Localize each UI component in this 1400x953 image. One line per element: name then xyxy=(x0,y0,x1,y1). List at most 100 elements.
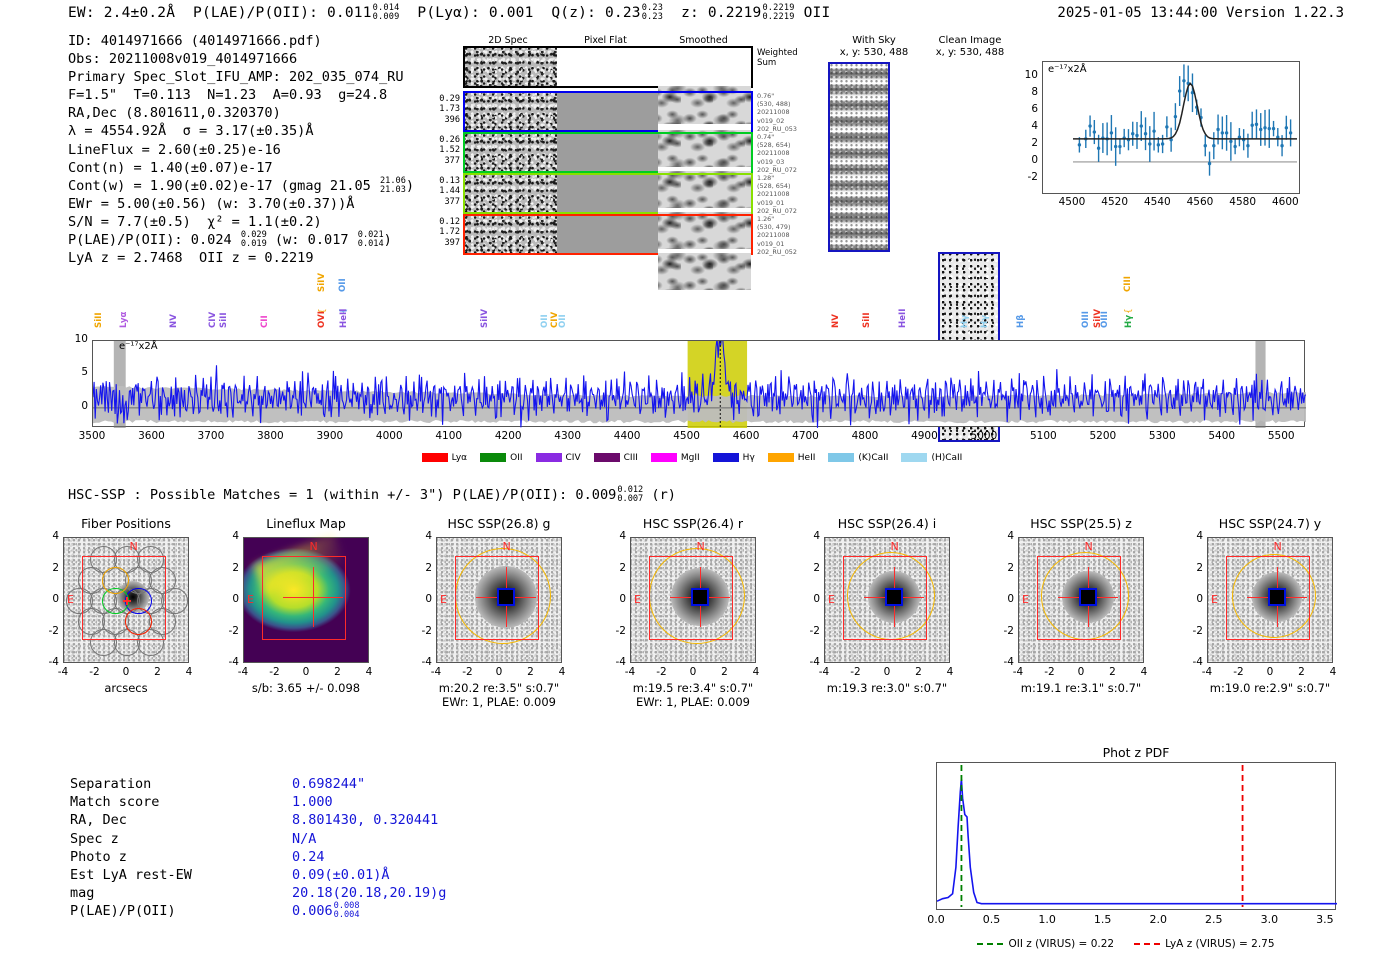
spectrum-xtick: 4200 xyxy=(494,430,522,442)
row-value: 1.52 xyxy=(439,145,460,156)
cutout-ytick: 0 xyxy=(52,593,59,605)
spectrum-xtick: 4600 xyxy=(732,430,760,442)
cutout-xtick: 4 xyxy=(558,666,566,678)
photz-xtick: 1.5 xyxy=(1093,913,1112,926)
cutout-xtick: 0 xyxy=(302,666,310,678)
row-value: 377 xyxy=(444,196,460,207)
cutout-xtick: 0 xyxy=(1077,666,1085,678)
cutout-title: HSC SSP(26.4) r xyxy=(642,516,744,531)
line-fit-chart: e⁻¹⁷x2Å xyxy=(1042,61,1300,194)
legend-swatch xyxy=(593,453,620,462)
cutout-xtick: 0 xyxy=(689,666,697,678)
spectrum-xtick: 4700 xyxy=(792,430,819,442)
row-meta-line: 20211008 xyxy=(757,108,790,117)
row-meta: 1.28" (528, 654) 20211008 v019_01 202_RU_072 xyxy=(757,174,819,215)
cutout-xtick: 2 xyxy=(334,666,341,678)
row-value: 0.26 xyxy=(439,135,460,145)
emission-line-label: OII xyxy=(539,314,550,328)
legend-swatch xyxy=(712,453,739,462)
north-label: N xyxy=(1084,540,1093,553)
cutout-ytick: -2 xyxy=(809,624,820,637)
phot-z-plot xyxy=(937,765,1337,907)
cutout-ytick: 4 xyxy=(425,530,432,542)
header-qz-frac: 0.23 0.23 xyxy=(641,3,664,22)
cutout-ytick: 0 xyxy=(1196,593,1203,605)
row-meta-line: 1.28" xyxy=(757,174,775,182)
linefit-ytick: 4 xyxy=(1031,119,1038,132)
cutout-subtitle-2: EWr: 1, PLAE: 0.009 xyxy=(636,695,750,709)
legend-label: Hγ xyxy=(742,452,755,463)
cutout-xtick: -4 xyxy=(57,666,69,678)
info-redshifts: LyA z = 2.7468 OII z = 0.2219 xyxy=(68,250,314,267)
cutout-ytick: -4 xyxy=(1192,656,1203,668)
match-plae-frac: 0.008 0.004 xyxy=(333,901,360,921)
cutout-xtick: 0 xyxy=(122,666,130,678)
spectrum-xtick: 3600 xyxy=(138,430,165,442)
photz-legend-swatch xyxy=(977,943,1004,945)
line-fit-corner-label: e⁻¹⁷x2Å xyxy=(1048,64,1087,75)
emission-line-label: Hγ xyxy=(979,314,990,328)
linefit-xtick: 4580 xyxy=(1229,196,1257,208)
east-label: E xyxy=(1022,593,1029,607)
row-value: 0.12 xyxy=(439,217,460,227)
row-pixelflat-image xyxy=(557,134,658,171)
linefit-ytick: 10 xyxy=(1024,68,1038,81)
emission-line-label: Lyα xyxy=(119,311,130,328)
linefit-ytick: 2 xyxy=(1031,136,1038,149)
legend-label: (H)CaII xyxy=(931,452,963,463)
photz-xtick: 2.5 xyxy=(1205,913,1223,926)
info-cont-w: Cont(w) = 1.90(±0.02)e-17 (gmag 21.05 21… xyxy=(68,175,415,195)
row-meta-line: 1.26" xyxy=(757,215,775,223)
legend-item: (K)CaII xyxy=(828,453,888,463)
emission-line-label: NV xyxy=(831,314,842,328)
region-box xyxy=(648,555,734,641)
cutout-ytick: -2 xyxy=(615,624,626,637)
cutout-xtick: -4 xyxy=(430,666,442,678)
row-meta-line: (528, 654) xyxy=(757,141,791,150)
region-box xyxy=(1036,555,1122,641)
title-2d-spec: 2D Spec xyxy=(488,35,528,46)
north-label: N xyxy=(502,540,511,553)
emission-line-label: OIII xyxy=(1099,311,1110,328)
east-label: E xyxy=(1211,593,1218,607)
cutout-ytick: 0 xyxy=(232,593,239,605)
cutout-xtick: 4 xyxy=(946,666,954,678)
phot-z-legend: OII z (VIRUS) = 0.22 LyA z (VIRUS) = 2.75 xyxy=(936,930,1336,950)
spectrum-xtick: 5200 xyxy=(1089,430,1117,442)
north-label: N xyxy=(1273,540,1282,553)
cutout-ytick: -4 xyxy=(48,656,59,668)
cutout-title: HSC SSP(25.5) z xyxy=(1030,516,1132,531)
row-meta-line: (530, 488) xyxy=(757,100,791,109)
info-plae: P(LAE)/P(OII): 0.024 0.029 0.019 (w: 0.01… xyxy=(68,230,392,250)
object-info-block: ID: 4014971666 (4014971666.pdf) Obs: 202… xyxy=(68,32,414,267)
legend-item: CIV xyxy=(535,453,581,463)
row-value: 1.72 xyxy=(439,227,460,238)
cutout-xtick: 0 xyxy=(1266,666,1274,678)
emission-line-label: SiII xyxy=(93,312,104,328)
row-value: 0.29 xyxy=(439,94,460,104)
row-values: 0.26 1.52 377 xyxy=(424,135,460,166)
spec2d-row-meta: 0.76" (530, 488) 20211008 v019_02 202_RU_053… xyxy=(757,91,819,256)
legend-swatch xyxy=(421,453,448,462)
full-spectrum-plot xyxy=(93,341,1306,428)
linefit-xtick: 4540 xyxy=(1143,196,1171,208)
cutout-ytick: 2 xyxy=(232,561,239,574)
cutout-ytick: -4 xyxy=(615,656,626,668)
header-z-type: OII xyxy=(803,5,831,21)
cutout-ytick: 0 xyxy=(619,593,626,605)
linefit-xtick: 4560 xyxy=(1186,196,1214,208)
match-table-value: 20.18(20.18,20.19)g xyxy=(292,885,447,902)
spectrum-corner-label: e⁻¹⁷x2Å xyxy=(119,341,158,352)
row-meta-line: v019_02 xyxy=(757,116,785,125)
spectrum-xtick: 4900 xyxy=(911,430,938,442)
cutout-xtick: 4 xyxy=(1140,666,1148,678)
header-qz: Q(z): 0.23 xyxy=(551,5,641,21)
spectrum-xtick: 4000 xyxy=(375,430,403,442)
emission-line-label: HeII xyxy=(897,308,908,328)
cutout-xtick: -4 xyxy=(1201,666,1213,678)
spectrum-xtick: 4800 xyxy=(851,430,879,442)
emission-line-label: OII xyxy=(338,278,349,292)
